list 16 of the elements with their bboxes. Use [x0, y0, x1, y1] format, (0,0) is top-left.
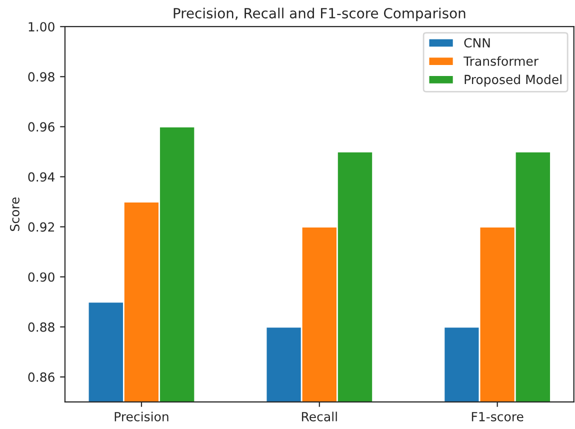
y-tick-label: 0.98: [28, 72, 54, 82]
x-tick-label: F1-score: [472, 412, 524, 422]
y-tick-label: 0.90: [28, 272, 54, 282]
legend-label: CNN: [464, 38, 490, 48]
x-tick-label: Precision: [114, 412, 168, 422]
y-tick-label: 0.88: [28, 322, 54, 332]
y-tick-label: 0.86: [28, 372, 54, 382]
y-tick-label: 0.94: [28, 172, 55, 182]
y-tick-label: 0.96: [28, 122, 54, 132]
legend-label: Transformer: [464, 56, 539, 66]
y-axis-title: Score: [10, 197, 20, 231]
legend-label: Proposed Model: [464, 74, 562, 87]
x-tick-label: Recall: [302, 412, 337, 422]
y-tick-label: 1.00: [28, 22, 54, 32]
y-tick-label: 0.92: [28, 222, 54, 232]
chart-title: Precision, Recall and F1-score Comparison: [174, 8, 466, 22]
